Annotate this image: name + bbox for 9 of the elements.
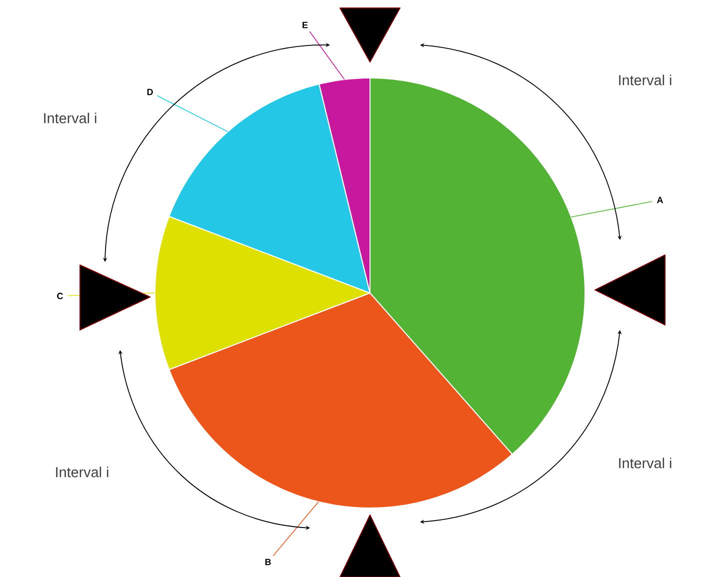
slice-label: C xyxy=(57,292,64,300)
text: Interval i xyxy=(56,466,108,478)
slice-label: E xyxy=(302,22,308,28)
slice-label: B xyxy=(265,558,271,566)
text: Interval i xyxy=(619,74,672,86)
slice-label: A xyxy=(656,196,664,204)
text: Interval i xyxy=(619,458,672,468)
text: Interval i xyxy=(44,112,96,124)
slice-label: D xyxy=(147,88,153,96)
